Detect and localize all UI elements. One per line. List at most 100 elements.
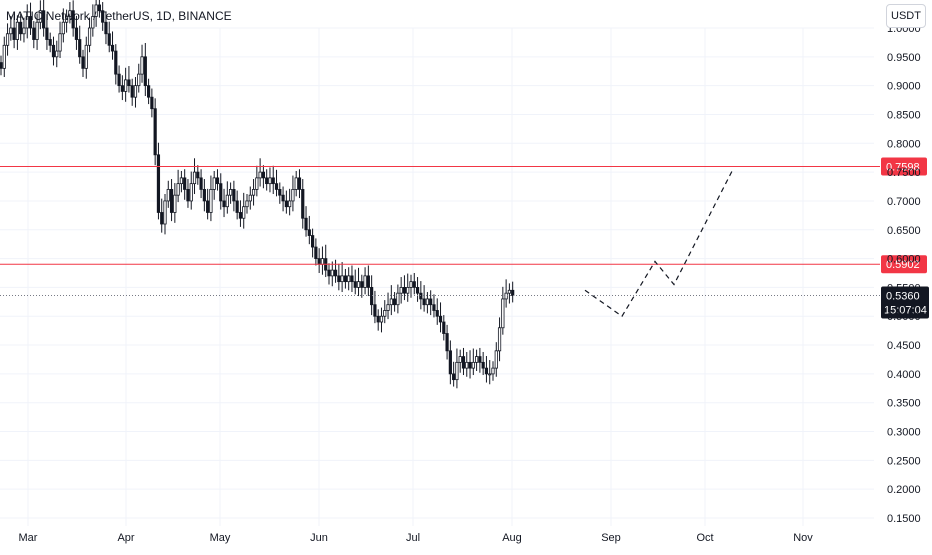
candles	[0, 0, 515, 389]
y-tick-label: 0.4000	[887, 369, 921, 381]
x-tick-label: Jul	[406, 532, 420, 544]
countdown-label: 15:07:04	[884, 304, 927, 316]
candle-body	[42, 10, 46, 29]
candle-body	[383, 310, 387, 317]
y-tick-label: 0.1500	[887, 513, 921, 525]
y-tick-label: 0.6500	[887, 225, 921, 237]
candle-body	[212, 177, 216, 190]
candle-body	[301, 189, 305, 219]
candle-body	[255, 177, 259, 190]
candle-body	[271, 177, 275, 185]
candle-body	[19, 21, 23, 35]
candle-body	[343, 275, 348, 283]
candle-body	[307, 229, 311, 236]
price-level-label: 0.7598	[886, 161, 920, 173]
candle-body	[114, 50, 118, 75]
candle-body	[402, 287, 407, 294]
candle-body	[0, 62, 3, 69]
chart-title: MATIC Network / TetherUS, 1D, BINANCE	[6, 9, 232, 23]
candle-body	[5, 33, 10, 46]
candle-body	[173, 194, 177, 213]
candle-body	[435, 310, 439, 317]
candle-body	[179, 177, 183, 185]
candle-body	[84, 44, 88, 69]
candle-body	[360, 281, 364, 288]
x-tick-label: Sep	[601, 532, 621, 544]
candle-body	[452, 373, 456, 381]
candle-body	[281, 194, 285, 202]
candle-body	[304, 217, 308, 231]
candle-body	[219, 183, 223, 202]
candle-body	[419, 292, 423, 300]
projection-path	[584, 168, 734, 318]
candle-body	[130, 85, 134, 98]
y-tick-label: 0.8500	[887, 109, 921, 121]
candle-body	[58, 33, 62, 52]
candle-body	[104, 21, 108, 35]
candle-body	[448, 350, 452, 375]
y-tick-label: 0.5000	[887, 311, 921, 323]
current-price-tag	[881, 286, 929, 319]
candle-body	[320, 258, 325, 265]
candle-body	[396, 292, 400, 306]
candle-body	[317, 258, 321, 265]
candle-body	[412, 281, 416, 288]
candle-body	[507, 289, 512, 294]
candle-body	[137, 73, 141, 87]
candle-body	[202, 189, 206, 202]
candle-body	[438, 315, 443, 323]
candle-body	[294, 177, 298, 190]
current-price-label: 0.5360	[886, 290, 920, 302]
y-tick-label: 0.6000	[887, 254, 921, 266]
candle-body	[399, 287, 403, 294]
price-level-label: 0.5902	[886, 259, 920, 271]
currency-button[interactable]: USDT	[886, 4, 926, 28]
candle-body	[288, 200, 292, 208]
candle-body	[140, 56, 144, 75]
candle-body	[484, 367, 489, 375]
grid	[0, 27, 874, 526]
candle-body	[274, 183, 279, 190]
candle-body	[143, 56, 147, 87]
candle-body	[261, 171, 266, 179]
candle-body	[330, 269, 334, 277]
candle-body	[442, 321, 446, 334]
candle-body	[422, 298, 426, 306]
candle-body	[406, 287, 410, 294]
candle-body	[150, 96, 154, 110]
x-tick-label: May	[210, 532, 231, 544]
y-tick-label: 0.7000	[887, 196, 921, 208]
price-axis: 0.1500 0.2000 0.2500 0.3000 0.3500 0.4000 0.45…	[887, 23, 921, 525]
candle-body	[258, 171, 262, 179]
candle-body	[166, 189, 170, 202]
x-tick-label: Oct	[696, 532, 713, 544]
y-tick-label: 0.9000	[887, 81, 921, 93]
candle-body	[366, 275, 370, 288]
candle-body	[370, 287, 374, 306]
candle-body	[455, 361, 459, 381]
candle-body	[268, 177, 272, 185]
candle-body	[389, 298, 393, 306]
candle-body	[199, 177, 203, 190]
candle-body	[297, 177, 302, 190]
candle-body	[71, 10, 75, 29]
candle-body	[425, 298, 430, 306]
candle-body	[468, 361, 472, 369]
projection-line[interactable]	[584, 168, 734, 318]
candle-body	[228, 189, 233, 196]
candle-body	[445, 333, 449, 352]
candle-body	[314, 246, 318, 259]
candle-body	[48, 39, 52, 46]
candle-body	[363, 275, 367, 288]
candle-body	[465, 361, 469, 369]
candle-body	[124, 79, 128, 92]
candle-body	[25, 16, 29, 29]
candle-body	[15, 21, 20, 40]
candle-body	[107, 33, 111, 46]
candle-body	[133, 85, 138, 98]
candle-body	[65, 16, 69, 23]
candle-body	[196, 171, 200, 179]
candle-body	[494, 350, 498, 369]
